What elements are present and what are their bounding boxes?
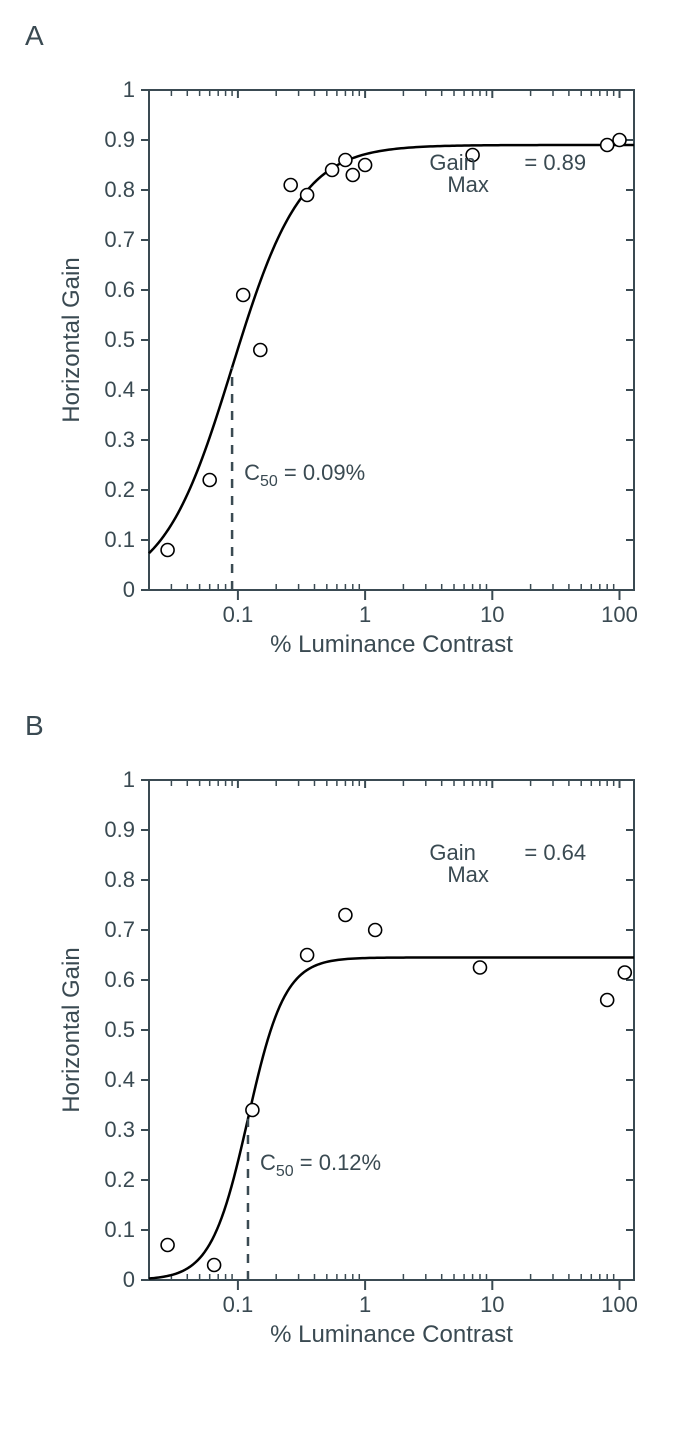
svg-text:% Luminance Contrast: % Luminance Contrast [270,631,513,658]
svg-text:0: 0 [122,577,134,602]
svg-text:1: 1 [122,767,134,792]
svg-text:Max: Max [447,172,489,197]
panel-a: A 0 0.1 0.2 0.3 0.4 0.5 0.6 0.7 0.8 0.9 1 0.1 1 10 100… [20,20,677,680]
panel-b: B 0 0.1 0.2 0.3 0.4 0.5 0.6 0.7 0.8 0.9 1 0.1 1 10 100… [20,710,677,1370]
svg-text:0.8: 0.8 [104,177,135,202]
svg-text:= 0.89: = 0.89 [524,150,586,175]
svg-text:0.9: 0.9 [104,127,135,152]
svg-text:0.6: 0.6 [104,277,135,302]
svg-text:1: 1 [122,77,134,102]
svg-text:Horizontal Gain: Horizontal Gain [58,257,85,422]
panel-b-svg: 0 0.1 0.2 0.3 0.4 0.5 0.6 0.7 0.8 0.9 1 0.1 1 10 100 % … [39,750,659,1370]
svg-text:0.5: 0.5 [104,327,135,352]
svg-text:Max: Max [447,862,489,887]
svg-text:10: 10 [480,1292,504,1317]
svg-text:0.4: 0.4 [104,1067,135,1092]
svg-text:0.8: 0.8 [104,867,135,892]
svg-text:0.3: 0.3 [104,1117,135,1142]
svg-text:0: 0 [122,1267,134,1292]
svg-text:0.2: 0.2 [104,477,135,502]
svg-text:1: 1 [358,1292,370,1317]
svg-text:0.1: 0.1 [222,602,253,627]
svg-text:% Luminance Contrast: % Luminance Contrast [270,1321,513,1348]
svg-text:0.1: 0.1 [222,1292,253,1317]
svg-text:100: 100 [601,602,638,627]
panel-a-label: A [25,20,677,52]
panel-b-label: B [25,710,677,742]
svg-text:Horizontal Gain: Horizontal Gain [58,947,85,1112]
svg-text:0.9: 0.9 [104,817,135,842]
svg-text:10: 10 [480,602,504,627]
svg-text:100: 100 [601,1292,638,1317]
svg-text:0.5: 0.5 [104,1017,135,1042]
panel-a-chart: 0 0.1 0.2 0.3 0.4 0.5 0.6 0.7 0.8 0.9 1 0.1 1 10 100 % … [20,60,677,680]
svg-text:= 0.64: = 0.64 [524,840,586,865]
svg-text:0.1: 0.1 [104,527,135,552]
svg-text:0.4: 0.4 [104,377,135,402]
svg-text:0.3: 0.3 [104,427,135,452]
svg-text:0.7: 0.7 [104,227,135,252]
panel-b-chart: 0 0.1 0.2 0.3 0.4 0.5 0.6 0.7 0.8 0.9 1 0.1 1 10 100 % … [20,750,677,1370]
panel-a-svg: 0 0.1 0.2 0.3 0.4 0.5 0.6 0.7 0.8 0.9 1 0.1 1 10 100 % … [39,60,659,680]
svg-text:0.2: 0.2 [104,1167,135,1192]
svg-text:1: 1 [358,602,370,627]
svg-text:0.7: 0.7 [104,917,135,942]
svg-text:0.1: 0.1 [104,1217,135,1242]
svg-text:0.6: 0.6 [104,967,135,992]
